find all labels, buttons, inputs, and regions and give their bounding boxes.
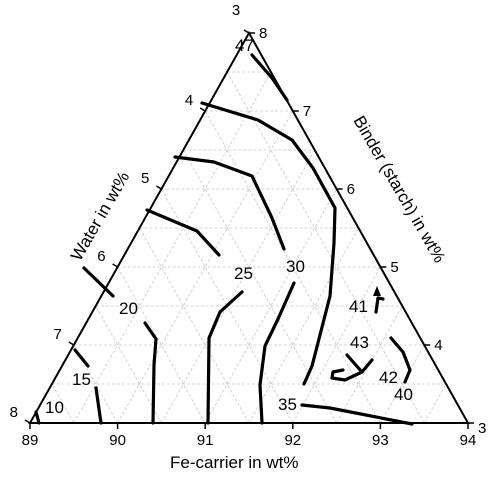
contour-43 [389, 336, 412, 384]
left-tick-mark [112, 263, 118, 268]
contour-lines [34, 53, 414, 426]
left-tick-mark [156, 185, 162, 190]
triangle-frame [28, 30, 470, 424]
contour-42 [330, 358, 374, 382]
contour-25-b [206, 290, 244, 425]
contour-label-25: 25 [234, 264, 253, 283]
contour-15-b [94, 386, 103, 425]
contour-35-b [300, 403, 414, 426]
right-tick-label: 7 [303, 103, 311, 120]
bottom-tick-label: 94 [460, 432, 477, 449]
left-tick-mark [243, 29, 250, 34]
left-tick-label: 3 [232, 2, 240, 19]
grid-line [51, 383, 75, 424]
left-tick-mark [24, 419, 31, 424]
contour-label-42: 42 [379, 368, 398, 387]
bottom-axis-ticks: 89 90 91 92 93 94 [22, 423, 477, 449]
contour-label-40: 40 [394, 385, 413, 404]
contour-label-30: 30 [286, 257, 305, 276]
grid-line [139, 227, 250, 424]
grid-line [161, 149, 316, 424]
grid-line [182, 149, 337, 424]
right-tick-label: 3 [478, 420, 486, 437]
bottom-tick-label: 89 [22, 432, 39, 449]
contour-25-a [145, 208, 221, 257]
right-tick-label: 8 [259, 25, 267, 42]
contour-40 [345, 353, 364, 374]
contour-41 [374, 296, 385, 314]
bottom-tick-label: 91 [197, 432, 214, 449]
contour-label-15: 15 [72, 370, 91, 389]
contour-47 [250, 53, 289, 102]
left-tick-mark [199, 107, 206, 112]
contour-label-20: 20 [119, 299, 138, 318]
left-tick-label: 8 [10, 404, 18, 421]
grid-line [248, 227, 359, 424]
left-tick-label: 5 [141, 170, 149, 187]
grid-line [73, 71, 272, 424]
bottom-tick-label: 93 [372, 432, 389, 449]
left-tick-label: 6 [97, 248, 105, 265]
contour-15-a [73, 348, 90, 368]
right-tick-label: 4 [434, 337, 442, 354]
contour-35-a [200, 101, 337, 386]
contour-20-b [143, 321, 158, 425]
contour-30-b [258, 281, 296, 425]
right-axis-title: Binder (starch) in wt% [350, 113, 450, 267]
grid-line [95, 305, 162, 424]
left-tick-mark [68, 341, 75, 346]
contour-10 [34, 410, 41, 425]
contour-30-a [173, 155, 286, 251]
left-axis-ticks: 4 5 6 7 8 3 [10, 2, 250, 424]
grid-line [423, 383, 447, 424]
contour-20-a [82, 266, 115, 298]
grid-line [226, 71, 425, 424]
contour-label-35: 35 [278, 395, 297, 414]
contour-label-41: 41 [349, 297, 368, 316]
bottom-tick-label: 92 [284, 432, 301, 449]
peak-marker [373, 286, 381, 296]
bottom-tick-label: 90 [109, 432, 126, 449]
contour-label-10: 10 [45, 398, 64, 417]
contour-labels: 10 15 20 25 30 35 40 41 42 43 47 [45, 36, 413, 417]
left-tick-label: 7 [53, 326, 61, 343]
left-tick-label: 4 [185, 92, 193, 109]
contour-label-47: 47 [235, 36, 254, 55]
contour-label-43: 43 [350, 333, 369, 352]
bottom-axis-title: Fe-carrier in wt% [170, 453, 298, 472]
right-tick-label: 5 [390, 259, 398, 276]
right-tick-label: 6 [347, 181, 355, 198]
